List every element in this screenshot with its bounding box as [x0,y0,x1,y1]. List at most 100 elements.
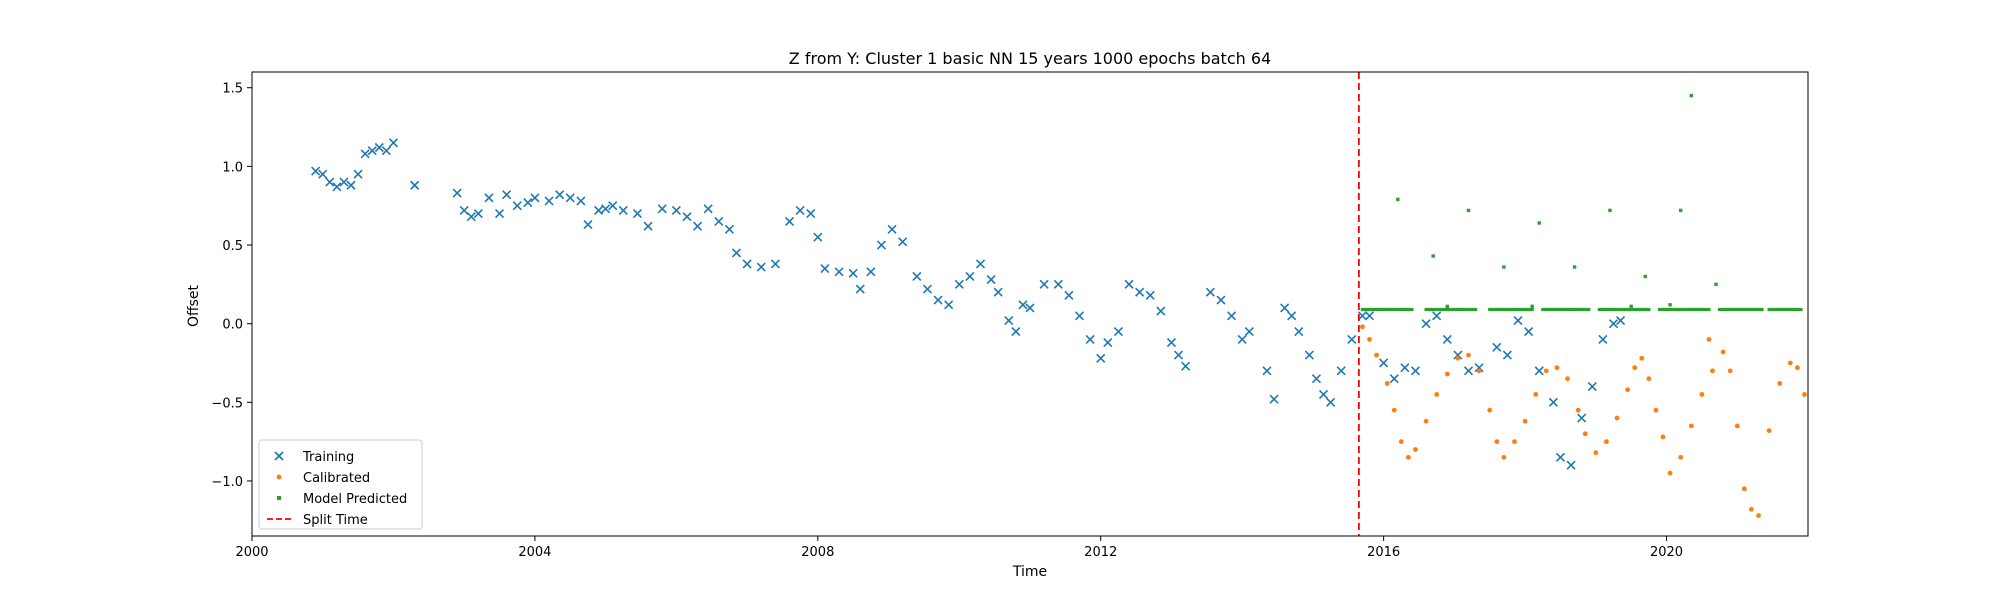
training-point [657,204,667,214]
y-tick-label: 0.5 [222,239,243,254]
predicted-point [1771,307,1775,312]
training-point [866,267,876,277]
predicted-point [1792,307,1797,312]
training-point [512,201,522,211]
predicted-point [1705,307,1709,312]
legend-predicted-marker [277,496,281,500]
predicted-point [1568,307,1572,312]
predicted-point [1549,307,1553,312]
training-point [986,275,996,285]
predicted-point [1786,307,1790,312]
predicted-point [1617,307,1621,312]
training-point [1103,337,1113,348]
calibrated-point [1667,470,1673,476]
calibrated-point [1455,355,1461,361]
predicted-point [1675,307,1679,312]
training-point [1347,334,1357,344]
legend: Training Calibrated Model Predicted Split T… [258,439,423,530]
calibrated-point [1512,439,1517,445]
training-point [325,177,335,187]
calibrated-point [1660,434,1666,440]
predicted-point [1602,307,1606,312]
training-point [795,205,805,215]
calibrated-point [1756,513,1761,518]
predicted-point [1395,307,1399,312]
data-marks [311,72,1807,536]
predicted-point [1625,307,1629,312]
training-point [1389,374,1399,384]
predicted-point [1465,307,1469,312]
predicted-point [1401,307,1405,312]
training-point [703,204,713,214]
predicted-point [1390,307,1395,312]
predicted-point [1668,303,1672,307]
predicted-point [1393,307,1397,312]
predicted-point [1767,307,1771,312]
predicted-point [1564,307,1568,312]
training-point [459,205,469,215]
calibrated-point [1494,439,1500,445]
predicted-point [1537,221,1541,225]
predicted-point [1775,307,1780,312]
predicted-point [1758,307,1762,312]
predicted-point [1524,307,1528,312]
training-point [724,224,734,234]
predicted-point [1562,307,1566,312]
calibrated-point [1734,423,1740,429]
predicted-point [1700,307,1705,312]
predicted-point [1431,254,1435,258]
training-point [756,262,766,272]
training-point [367,146,377,156]
training-point [770,259,780,269]
calibrated-point [1487,407,1493,413]
training-point [1173,350,1184,360]
predicted-point [1707,307,1711,312]
calibrated-point [1777,381,1783,386]
y-tick-label: 1.0 [222,160,243,175]
predicted-point [1572,307,1576,312]
predicted-point [1386,307,1390,312]
training-point [1555,452,1566,462]
predicted-point [1677,307,1681,312]
training-point [583,220,593,230]
predicted-point [1668,307,1672,312]
predicted-point [1530,307,1534,312]
training-point [1166,337,1177,348]
training-point [1400,363,1410,373]
predicted-point [1380,307,1384,312]
training-point [1421,319,1431,329]
predicted-point [1773,307,1778,312]
plot-frame [251,71,1809,537]
training-point [1145,290,1155,300]
x-tick-label: 2000 [235,545,268,560]
training-point [1326,397,1336,407]
training-point [693,221,703,231]
predicted-point [1726,307,1730,312]
predicted-point [1428,307,1432,312]
training-point [374,142,384,153]
predicted-point [1365,307,1369,312]
predicted-point [1371,307,1375,312]
training-point [1269,394,1279,404]
predicted-point [1572,265,1577,269]
calibrated-point [1678,454,1684,460]
y-tick-label: 0.0 [222,318,243,333]
training-point [912,271,922,282]
predicted-point [1666,307,1670,312]
predicted-point [1543,307,1547,312]
calibrated-point [1794,365,1800,371]
training-point [1074,311,1085,321]
x-tick-label: 2012 [1084,545,1117,560]
legend-label: Calibrated [303,471,370,486]
predicted-point [1751,307,1756,312]
calibrated-point [1699,392,1705,397]
training-point [965,271,975,282]
predicted-point [1448,307,1452,312]
training-point [565,193,575,203]
predicted-point [1672,307,1677,312]
calibrated-point [1639,355,1645,361]
predicted-point [1623,307,1627,312]
predicted-point [1492,307,1496,312]
calibrated-point [1766,428,1772,434]
calibrated-point [1741,486,1747,492]
